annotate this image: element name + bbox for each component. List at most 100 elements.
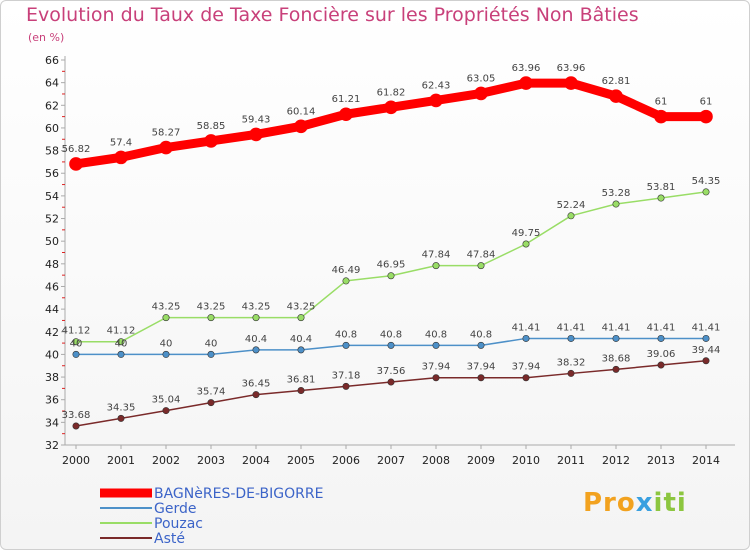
data-label: 37.56: [377, 366, 406, 377]
data-point: [432, 374, 440, 382]
data-point: [432, 262, 440, 270]
x-tick-label: 2006: [332, 454, 360, 467]
data-label: 43.25: [242, 302, 271, 313]
data-point: [477, 262, 485, 270]
data-label: 43.25: [152, 302, 181, 313]
data-label: 41.12: [107, 326, 136, 337]
data-label: 41.41: [647, 322, 676, 333]
legend-label: BAGNèRES-DE-BIGORRE: [154, 486, 323, 502]
y-tick-label: 58: [45, 145, 59, 158]
data-label: 37.94: [512, 362, 541, 373]
chart-title: Evolution du Taux de Taxe Foncière sur l…: [26, 4, 639, 26]
data-label: 60.14: [287, 106, 316, 117]
data-label: 58.27: [152, 128, 181, 139]
logo-part-pro: Pro: [583, 488, 636, 518]
x-tick-label: 2007: [377, 454, 405, 467]
x-tick-label: 2009: [467, 454, 495, 467]
x-tick-label: 2002: [152, 454, 180, 467]
data-point: [612, 334, 620, 342]
data-point: [387, 378, 395, 386]
data-point: [657, 361, 665, 369]
data-label: 59.43: [242, 114, 271, 125]
data-point: [207, 350, 215, 358]
x-tick-label: 2004: [242, 454, 270, 467]
data-label: 61.21: [332, 94, 361, 105]
data-label: 37.18: [332, 370, 361, 381]
data-point: [609, 89, 623, 103]
legend-label: Asté: [154, 531, 185, 547]
x-tick-label: 2013: [647, 454, 675, 467]
data-point: [207, 314, 215, 322]
data-point: [474, 86, 488, 101]
data-label: 63.05: [467, 73, 496, 84]
data-point: [162, 350, 170, 358]
data-label: 35.04: [152, 395, 181, 406]
y-tick-label: 48: [45, 258, 59, 271]
data-label: 46.49: [332, 265, 361, 276]
data-point: [117, 338, 125, 346]
data-label: 40: [70, 338, 83, 349]
data-label: 37.94: [467, 362, 496, 373]
data-point: [702, 334, 710, 342]
data-label: 40.8: [425, 329, 447, 340]
y-tick-label: 36: [45, 394, 59, 407]
data-point: [162, 314, 170, 322]
data-label: 34.35: [107, 402, 136, 413]
legend-label: Gerde: [154, 501, 196, 517]
y-tick-label: 38: [45, 371, 59, 384]
data-label: 36.81: [287, 375, 316, 386]
y-tick-label: 64: [45, 77, 59, 90]
data-label: 63.96: [557, 63, 586, 74]
data-label: 47.84: [467, 250, 496, 261]
y-tick-label: 44: [45, 303, 59, 316]
data-label: 62.81: [602, 76, 631, 87]
data-point: [342, 277, 350, 285]
x-tick-label: 2012: [602, 454, 630, 467]
data-point: [477, 341, 485, 349]
data-label: 38.32: [557, 357, 586, 368]
data-point: [72, 350, 80, 358]
data-point: [429, 93, 443, 108]
data-label: 61: [700, 97, 713, 108]
y-tick-label: 46: [45, 280, 59, 293]
data-point: [564, 76, 578, 90]
data-point: [252, 391, 260, 399]
data-point: [567, 369, 575, 377]
x-tick-label: 2005: [287, 454, 315, 467]
data-point: [117, 350, 125, 358]
y-tick-label: 40: [45, 348, 59, 361]
data-point: [699, 109, 713, 124]
data-point: [384, 100, 398, 115]
data-label: 40: [205, 338, 218, 349]
data-point: [522, 240, 530, 248]
data-label: 53.28: [602, 188, 631, 199]
data-label: 41.41: [692, 322, 721, 333]
data-label: 41.12: [62, 326, 91, 337]
chart-axes: 32 34 36 38 40 42 44 46 48 50 52 54 56 58 60 62 64 66 2000…: [45, 54, 735, 467]
data-label: 40.4: [245, 334, 267, 345]
data-point: [114, 150, 128, 165]
data-label: 38.68: [602, 353, 631, 364]
data-point: [657, 334, 665, 342]
data-label: 40.8: [335, 329, 357, 340]
data-label: 57.4: [110, 137, 132, 148]
data-point: [387, 272, 395, 280]
data-label: 49.75: [512, 228, 541, 239]
data-point: [159, 140, 173, 155]
data-label: 54.35: [692, 176, 721, 187]
data-label: 40.8: [470, 329, 492, 340]
data-label: 39.06: [647, 349, 676, 360]
x-tick-label: 2008: [422, 454, 450, 467]
data-point: [297, 346, 305, 354]
data-label: 58.85: [197, 121, 226, 132]
data-point: [477, 374, 485, 382]
data-point: [567, 334, 575, 342]
data-label: 33.68: [62, 410, 91, 421]
data-label: 52.24: [557, 200, 586, 211]
data-point: [294, 119, 308, 134]
logo-part-x: x: [635, 488, 654, 518]
data-point: [204, 134, 218, 148]
data-label: 41.41: [557, 322, 586, 333]
